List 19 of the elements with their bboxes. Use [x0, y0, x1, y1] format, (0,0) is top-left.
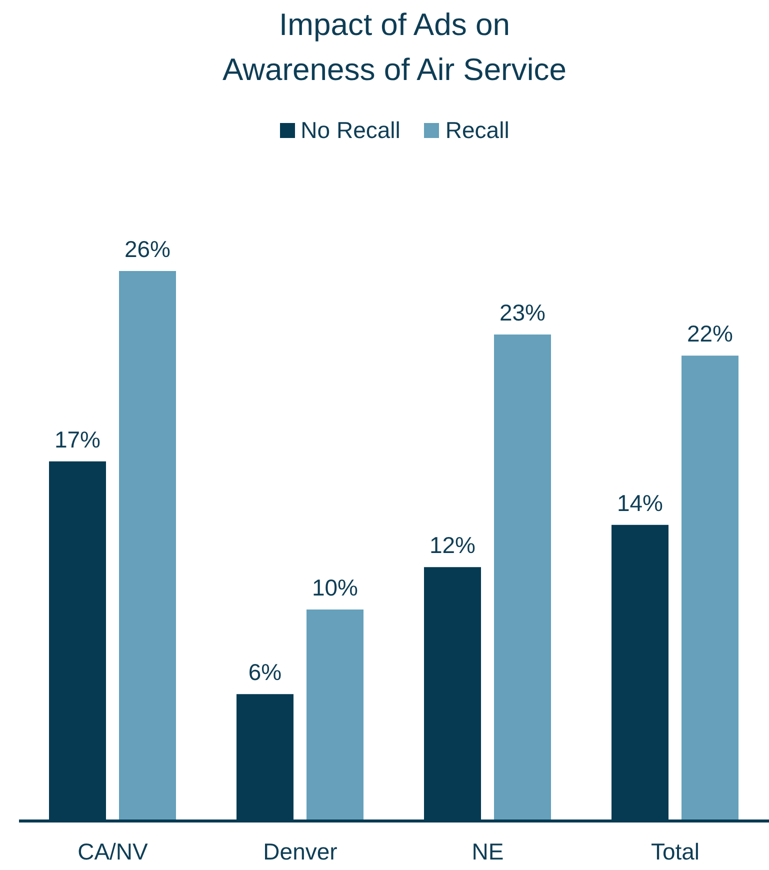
x-tick-label: CA/NV	[78, 838, 149, 864]
x-tick-label: NE	[472, 838, 504, 864]
bar	[494, 334, 551, 821]
legend-label: Recall	[445, 117, 510, 144]
data-label: 17%	[54, 426, 101, 452]
data-label: 10%	[312, 574, 358, 600]
data-label: 23%	[499, 299, 546, 326]
bar	[682, 356, 738, 821]
x-tick-label: Total	[650, 838, 700, 864]
x-tick-label: Denver	[263, 838, 338, 864]
data-label: 12%	[429, 532, 476, 558]
data-label: 14%	[616, 490, 664, 516]
data-label: 22%	[686, 320, 734, 347]
data-label: 6%	[248, 659, 282, 686]
legend-label: No Recall	[300, 117, 400, 144]
bar	[119, 271, 176, 821]
data-label: 26%	[124, 236, 171, 262]
chart-title: Impact of Ads on Awareness of Air Service	[221, 6, 568, 89]
bar	[306, 609, 364, 821]
